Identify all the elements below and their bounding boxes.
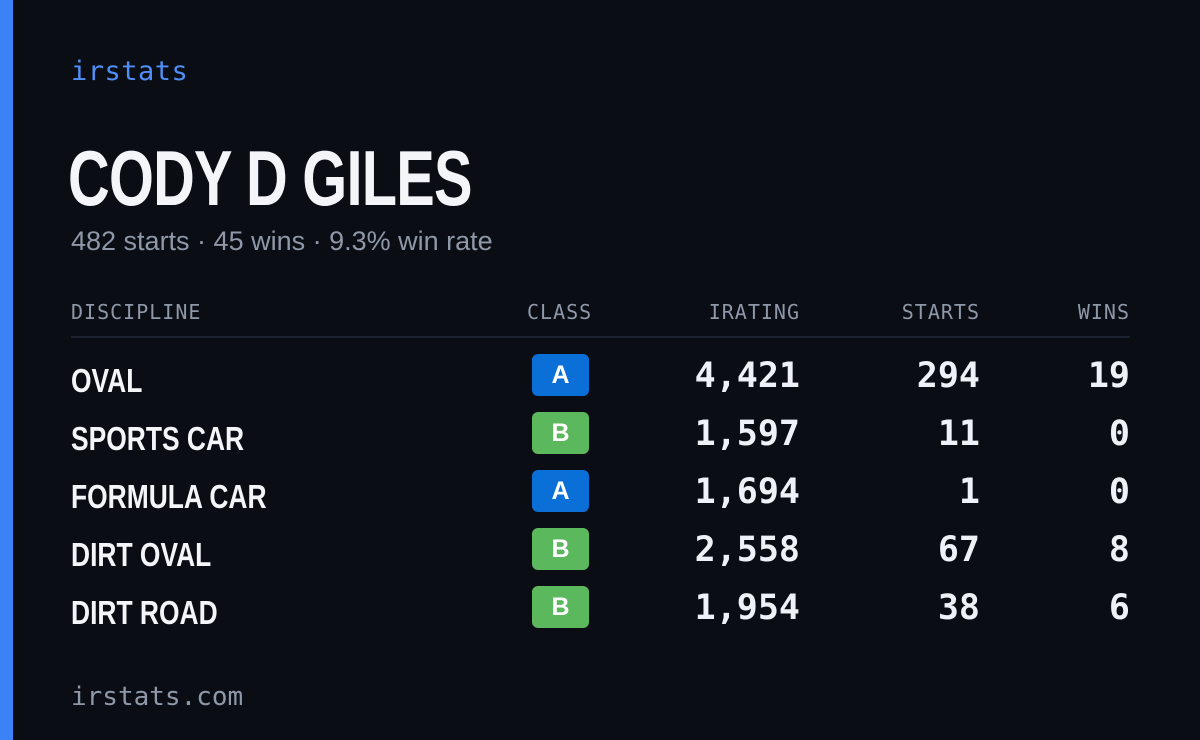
starts-value: 294 xyxy=(916,356,980,396)
class-badge: A xyxy=(532,470,589,512)
driver-name: CODY D GILES xyxy=(68,134,473,222)
table-row: DIRT OVAL B 2,558 67 8 xyxy=(71,512,1130,573)
class-badge: B xyxy=(532,586,589,628)
discipline-name: DIRT ROAD xyxy=(71,594,218,631)
starts-value: 1 xyxy=(958,472,980,512)
table-row: FORMULA CAR A 1,694 1 0 xyxy=(71,454,1130,515)
header-class: CLASS xyxy=(527,300,593,324)
table-row: DIRT ROAD B 1,954 38 6 xyxy=(71,570,1130,631)
wins-value: 0 xyxy=(1108,414,1130,454)
brand-logo-text: irstats xyxy=(71,56,189,87)
wins-value: 19 xyxy=(1087,356,1130,396)
discipline-name: DIRT OVAL xyxy=(71,536,212,573)
wins-value: 6 xyxy=(1108,588,1130,628)
footer-url: irstats.com xyxy=(71,682,244,712)
discipline-name: FORMULA CAR xyxy=(71,478,267,515)
header-starts: STARTS xyxy=(901,300,980,324)
irating-value: 2,558 xyxy=(694,530,800,570)
driver-summary: 482 starts · 45 wins · 9.3% win rate xyxy=(71,226,493,256)
class-badge: B xyxy=(532,412,589,454)
starts-value: 11 xyxy=(937,414,980,454)
accent-bar xyxy=(0,0,13,740)
table-row: OVAL A 4,421 294 19 xyxy=(71,338,1130,399)
irating-value: 1,954 xyxy=(694,588,800,628)
irating-value: 4,421 xyxy=(694,356,800,396)
discipline-table: DISCIPLINE CLASS IRATING STARTS WINS OVA… xyxy=(71,298,1130,631)
header-wins: WINS xyxy=(1077,300,1130,324)
table-body: OVAL A 4,421 294 19 SPORTS CAR B 1,597 1… xyxy=(71,338,1130,631)
class-badge: B xyxy=(532,528,589,570)
irating-value: 1,694 xyxy=(694,472,800,512)
header-irating: IRATING xyxy=(708,300,800,324)
starts-value: 38 xyxy=(937,588,980,628)
discipline-name: OVAL xyxy=(71,362,143,399)
table-header: DISCIPLINE CLASS IRATING STARTS WINS xyxy=(71,298,1130,338)
table-row: SPORTS CAR B 1,597 11 0 xyxy=(71,396,1130,457)
wins-value: 8 xyxy=(1108,530,1130,570)
class-badge: A xyxy=(532,354,589,396)
starts-value: 67 xyxy=(937,530,980,570)
irating-value: 1,597 xyxy=(694,414,800,454)
wins-value: 0 xyxy=(1108,472,1130,512)
discipline-name: SPORTS CAR xyxy=(71,420,245,457)
header-discipline: DISCIPLINE xyxy=(71,300,202,324)
